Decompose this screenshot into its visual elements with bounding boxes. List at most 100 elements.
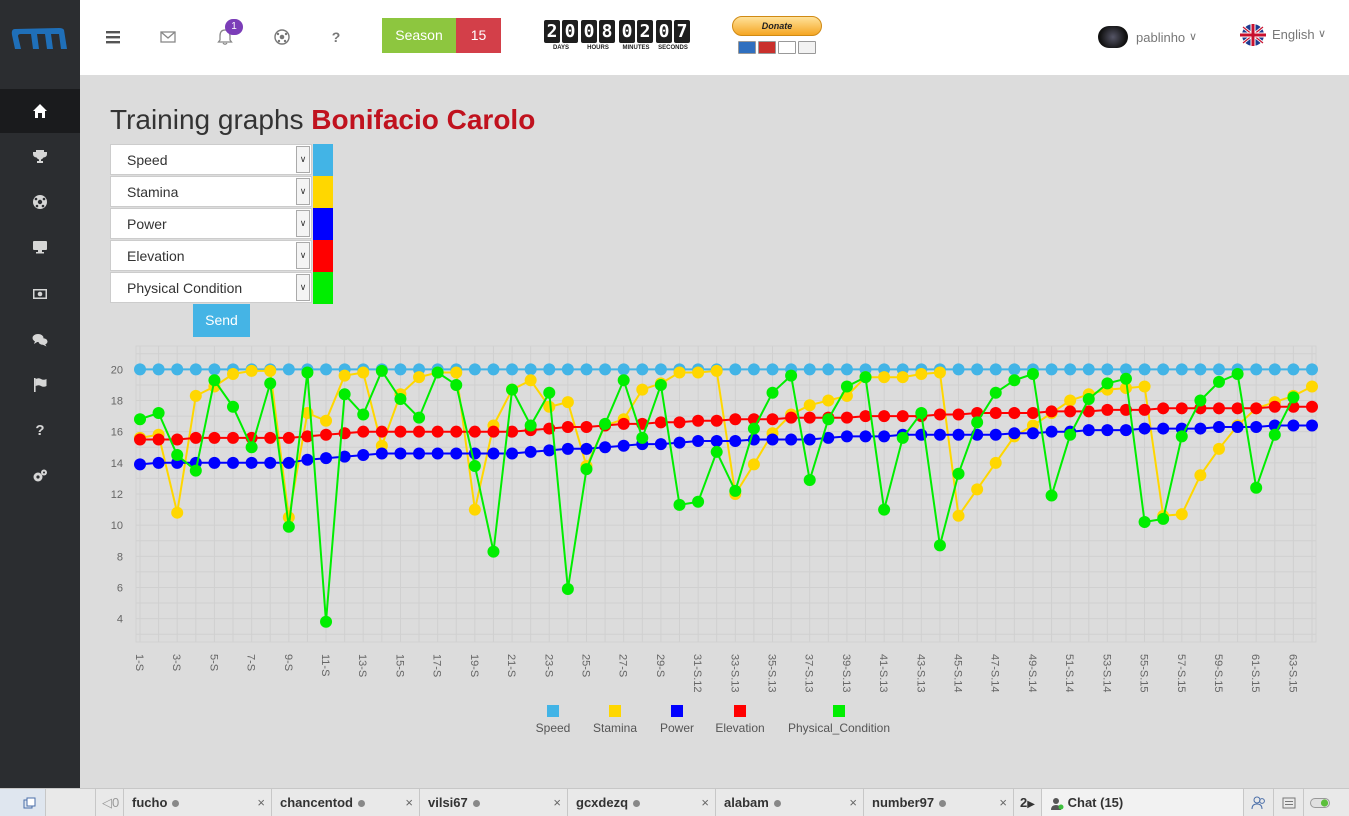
data-point[interactable] bbox=[580, 463, 593, 476]
close-icon[interactable]: × bbox=[999, 795, 1007, 810]
data-point[interactable] bbox=[171, 506, 184, 519]
data-point[interactable] bbox=[1250, 421, 1263, 434]
data-point[interactable] bbox=[1306, 363, 1318, 376]
data-point[interactable] bbox=[729, 435, 742, 448]
chat-tab[interactable]: number97 × bbox=[864, 789, 1014, 816]
data-point[interactable] bbox=[543, 386, 556, 399]
sidebar-item-trophy[interactable] bbox=[0, 135, 80, 179]
data-point[interactable] bbox=[1064, 394, 1077, 407]
data-point[interactable] bbox=[822, 431, 835, 444]
legend-item[interactable]: Stamina bbox=[593, 705, 637, 735]
data-point[interactable] bbox=[710, 445, 723, 458]
data-point[interactable] bbox=[1026, 406, 1039, 419]
data-point[interactable] bbox=[338, 450, 351, 463]
data-point[interactable] bbox=[1138, 403, 1151, 416]
messages-button[interactable] bbox=[155, 24, 181, 50]
data-point[interactable] bbox=[878, 410, 891, 423]
data-point[interactable] bbox=[989, 406, 1002, 419]
data-point[interactable] bbox=[803, 363, 816, 376]
data-point[interactable] bbox=[1194, 363, 1207, 376]
close-icon[interactable]: × bbox=[405, 795, 413, 810]
data-point[interactable] bbox=[1008, 427, 1021, 440]
chat-settings-button[interactable] bbox=[1274, 789, 1304, 816]
data-point[interactable] bbox=[617, 374, 630, 387]
data-point[interactable] bbox=[785, 369, 798, 382]
data-point[interactable] bbox=[1250, 363, 1263, 376]
data-point[interactable] bbox=[227, 456, 240, 469]
sidebar-item-flag[interactable] bbox=[0, 363, 80, 407]
chat-tab[interactable]: alabam × bbox=[716, 789, 864, 816]
data-point[interactable] bbox=[1082, 392, 1095, 405]
data-point[interactable] bbox=[282, 456, 295, 469]
attribute-select-value[interactable]: Elevation bbox=[110, 240, 312, 271]
data-point[interactable] bbox=[673, 498, 686, 511]
data-point[interactable] bbox=[543, 363, 556, 376]
chat-tab[interactable]: fucho × bbox=[124, 789, 272, 816]
language-selector[interactable]: English bbox=[1272, 27, 1315, 42]
data-point[interactable] bbox=[413, 447, 426, 460]
data-point[interactable] bbox=[766, 413, 779, 426]
data-point[interactable] bbox=[450, 425, 463, 438]
data-point[interactable] bbox=[468, 425, 481, 438]
attribute-select-4[interactable]: Elevation ∨ bbox=[110, 240, 333, 272]
data-point[interactable] bbox=[766, 433, 779, 446]
data-point[interactable] bbox=[1250, 402, 1263, 415]
legend-item[interactable]: Power bbox=[660, 705, 694, 735]
chevron-down-icon[interactable]: ∨ bbox=[1189, 31, 1198, 43]
data-point[interactable] bbox=[394, 363, 407, 376]
data-point[interactable] bbox=[1194, 422, 1207, 435]
data-point[interactable] bbox=[580, 363, 593, 376]
data-point[interactable] bbox=[1194, 469, 1207, 482]
data-point[interactable] bbox=[636, 363, 649, 376]
data-point[interactable] bbox=[692, 414, 705, 427]
chat-status-toggle[interactable] bbox=[1304, 789, 1349, 816]
data-point[interactable] bbox=[896, 371, 909, 384]
data-point[interactable] bbox=[413, 411, 426, 424]
data-point[interactable] bbox=[487, 447, 500, 460]
data-point[interactable] bbox=[952, 363, 965, 376]
chat-tab[interactable]: gcxdezq × bbox=[568, 789, 716, 816]
data-point[interactable] bbox=[245, 441, 258, 454]
data-point[interactable] bbox=[152, 363, 165, 376]
data-point[interactable] bbox=[822, 413, 835, 426]
data-point[interactable] bbox=[896, 431, 909, 444]
data-point[interactable] bbox=[487, 545, 500, 558]
attribute-select-1[interactable]: Speed ∨ bbox=[110, 144, 333, 176]
data-point[interactable] bbox=[878, 371, 891, 384]
data-point[interactable] bbox=[710, 414, 723, 427]
data-point[interactable] bbox=[227, 400, 240, 413]
data-point[interactable] bbox=[1157, 363, 1170, 376]
data-point[interactable] bbox=[673, 436, 686, 449]
data-point[interactable] bbox=[1101, 424, 1114, 437]
chevron-down-icon[interactable]: ∨ bbox=[296, 178, 310, 205]
data-point[interactable] bbox=[822, 394, 835, 407]
data-point[interactable] bbox=[952, 467, 965, 480]
data-point[interactable] bbox=[1138, 516, 1151, 529]
attribute-select-5[interactable]: Physical Condition ∨ bbox=[110, 272, 333, 304]
data-point[interactable] bbox=[1268, 363, 1281, 376]
chevron-down-icon[interactable]: ∨ bbox=[296, 210, 310, 237]
data-point[interactable] bbox=[1287, 391, 1300, 404]
matches-button[interactable] bbox=[269, 24, 295, 50]
data-point[interactable] bbox=[171, 363, 184, 376]
data-point[interactable] bbox=[227, 431, 240, 444]
sidebar-item-monitor[interactable] bbox=[0, 225, 80, 269]
data-point[interactable] bbox=[915, 406, 928, 419]
menu-toggle-button[interactable] bbox=[100, 24, 126, 50]
close-icon[interactable]: × bbox=[553, 795, 561, 810]
data-point[interactable] bbox=[1212, 442, 1225, 455]
data-point[interactable] bbox=[1101, 377, 1114, 390]
data-point[interactable] bbox=[673, 366, 686, 379]
data-point[interactable] bbox=[1175, 430, 1188, 443]
data-point[interactable] bbox=[264, 431, 277, 444]
data-point[interactable] bbox=[189, 464, 202, 477]
data-point[interactable] bbox=[264, 456, 277, 469]
data-point[interactable] bbox=[357, 408, 370, 421]
attribute-select-value[interactable]: Physical Condition bbox=[110, 272, 312, 303]
chevron-down-icon[interactable]: ∨ bbox=[296, 274, 310, 301]
data-point[interactable] bbox=[375, 364, 388, 377]
chat-next-button[interactable]: 2▶ bbox=[1014, 789, 1042, 816]
attribute-select-value[interactable]: Speed bbox=[110, 144, 312, 175]
data-point[interactable] bbox=[989, 363, 1002, 376]
data-point[interactable] bbox=[1082, 424, 1095, 437]
